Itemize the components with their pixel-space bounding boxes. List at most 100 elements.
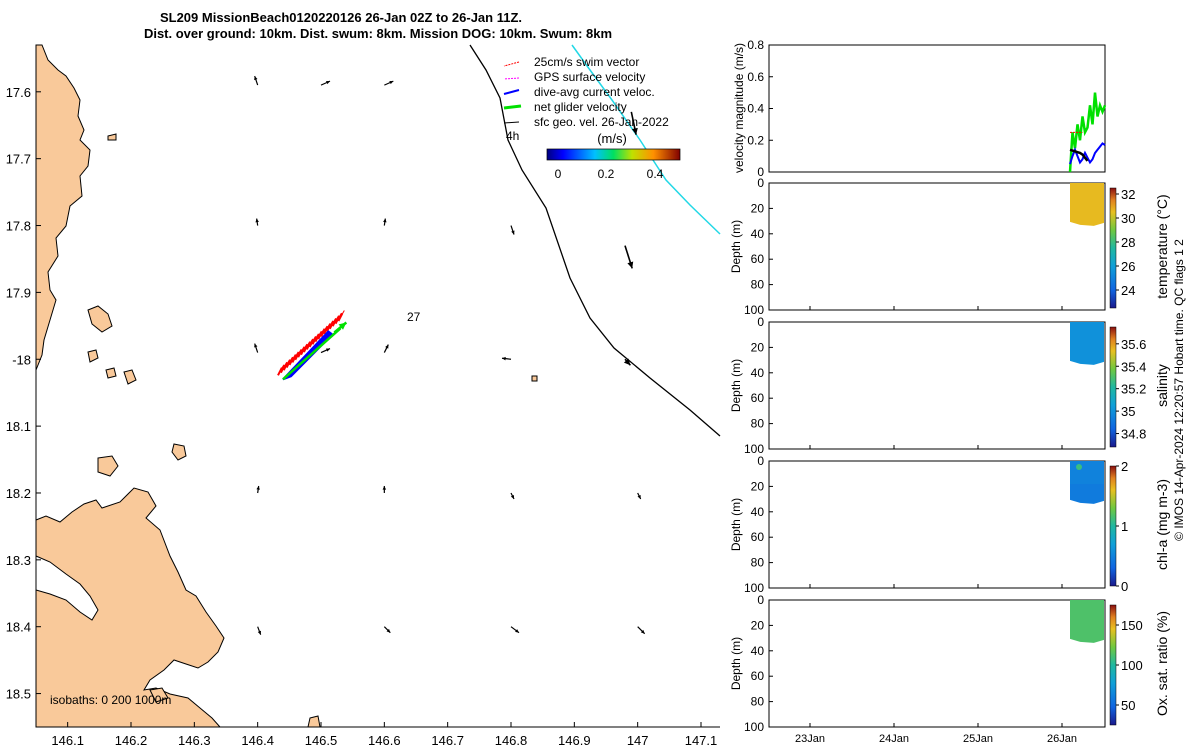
colorbar-tick-label: 150 [1121,618,1143,633]
geo-vector-arrow [320,80,331,86]
colorbar-tick-label: 34.8 [1121,427,1146,442]
velocity-y-tick-label: 0.2 [747,133,764,147]
geo-vector-arrow [510,225,515,235]
time-tick-label: 23Jan [795,733,825,745]
map-x-tick-label: 146.1 [51,733,84,748]
profile-data-block [1070,461,1104,485]
swim-vector-mark [300,346,306,356]
mainland [35,44,91,371]
colorbar-tick-label: 26 [1121,259,1135,274]
velocity-series-line [1069,148,1089,162]
swim-vector-mark [305,341,312,350]
map-colorbar-title: (m/s) [597,131,627,146]
map-legend: 25cm/s swim vector GPS surface velocity … [503,55,681,181]
profile-axes-box [768,321,1106,450]
colorbar-variable-label: salinity [1154,364,1170,407]
geo-vector-arrow [256,485,260,494]
geo-vector-arrow [383,218,387,226]
legend-swatch-dive [503,89,520,95]
depth-tick-label: 40 [751,505,765,519]
swim-vector-mark [331,318,338,327]
map-x-tick-label: 146.5 [305,733,338,748]
profile-colorbar [1109,465,1117,587]
net-velocity-track [282,327,342,381]
cyan-track [571,44,721,235]
colorbar-variable-label: chl-a (mg m-3) [1154,479,1170,570]
island-9 [531,375,538,382]
geo-vector-arrow [637,626,646,635]
geo-vector-arrow [254,75,259,86]
geo-vector-arrow [384,80,394,86]
geo-vector-arrow [510,492,515,500]
legend-item-swim: 25cm/s swim vector [534,55,639,69]
time-label: 4h [506,129,519,143]
velocity-y-tick-label: 0.6 [747,70,764,84]
temperature-panel: 0 20 40 60 80 100 Depth (m) 24 26 28 30 32 temperatu… [729,176,1170,317]
colorbar-variable-label: Ox. sat. ratio (%) [1154,611,1170,716]
map-y-tick-label: 18.5 [6,687,31,702]
colorbar-variable-label: temperature (°C) [1154,194,1170,298]
swim-vector-mark [323,325,329,335]
depth-tick-label: 0 [757,176,764,190]
map-x-tick-label: 146.2 [115,733,148,748]
map-x-tick-label: 146.9 [558,733,591,748]
profile-axes-box [768,599,1106,728]
legend-item-net: net glider velocity [534,100,627,114]
swim-vector-mark [308,338,315,348]
profile-colorbar [1109,187,1117,309]
track-map: 27 4h isobaths: 0 200 1000m 25cm/s swim … [6,44,721,748]
depth-tick-label: 100 [744,581,764,595]
island-7 [107,133,117,141]
depth-tick-label: 80 [751,417,765,431]
colorbar-tick-label: 50 [1121,698,1135,713]
chla-panel: 0 20 40 60 80 100 Depth (m) 0 1 2 chl-a (mg m-3) [729,454,1170,595]
map-colorbar-tick: 0 [555,167,562,181]
depth-tick-label: 60 [751,669,765,683]
geo-vector-arrow [501,356,512,361]
legend-swatch-swim [503,61,520,67]
depth-tick-label: 0 [757,315,764,329]
map-y-tick-label: 17.8 [6,219,31,234]
salinity-panel: 0 20 40 60 80 100 Depth (m) 34.8 35 35.2 35.4 35.6 s… [729,315,1170,456]
island-6 [105,367,117,379]
island-5 [123,369,137,385]
swim-vector-mark [314,333,321,343]
geo-vector-arrow [255,218,259,226]
depth-ylabel: Depth (m) [729,359,743,412]
colorbar-tick-label: 28 [1121,235,1135,250]
isobath-1000m [469,44,721,437]
legend-swatch-geo [503,121,520,124]
depth-tick-label: 80 [751,556,765,570]
depth-tick-label: 20 [751,479,765,493]
map-y-tick-label: 18.2 [6,486,31,501]
velocity-y-tick-label: 0.4 [747,102,764,116]
map-y-tick-label: 18.1 [6,419,31,434]
map-y-ticks: 17.6 17.7 17.8 17.9 -18 18.1 18.2 18.3 18.4 18.5 [6,85,41,702]
depth-tick-label: 80 [751,278,765,292]
legend-swatch-gps [503,77,520,80]
depth-tick-label: 60 [751,391,765,405]
colorbar-tick-label: 32 [1121,187,1135,202]
map-colorbar-tick: 0.4 [647,167,664,181]
swim-vector-mark [297,349,303,358]
map-y-tick-label: 17.9 [6,285,31,300]
depth-tick-label: 60 [751,252,765,266]
island-8 [307,715,321,728]
geo-vector-arrow [320,348,331,354]
swim-vector-mark [320,328,326,338]
profile-data-block [1070,183,1104,226]
depth-ylabel: Depth (m) [729,498,743,551]
depth-ylabel: Depth (m) [729,220,743,273]
geo-vector-arrow [382,485,387,493]
profile-colorbar [1109,604,1117,726]
geo-vector-arrow [510,626,520,634]
swim-vector-mark [285,359,292,369]
colorbar-tick-label: 2 [1121,459,1128,474]
depth-tick-label: 20 [751,340,765,354]
figure-title-line1: SL209 MissionBeach0120220126 26-Jan 02Z … [160,10,522,25]
colorbar-tick-label: 100 [1121,658,1143,673]
profile-colorbar [1109,326,1117,448]
southern-land [35,487,225,728]
velocity-panel: velocity magnitude (m/s) 0 0.2 0.4 0.6 0.8 [732,38,1107,179]
